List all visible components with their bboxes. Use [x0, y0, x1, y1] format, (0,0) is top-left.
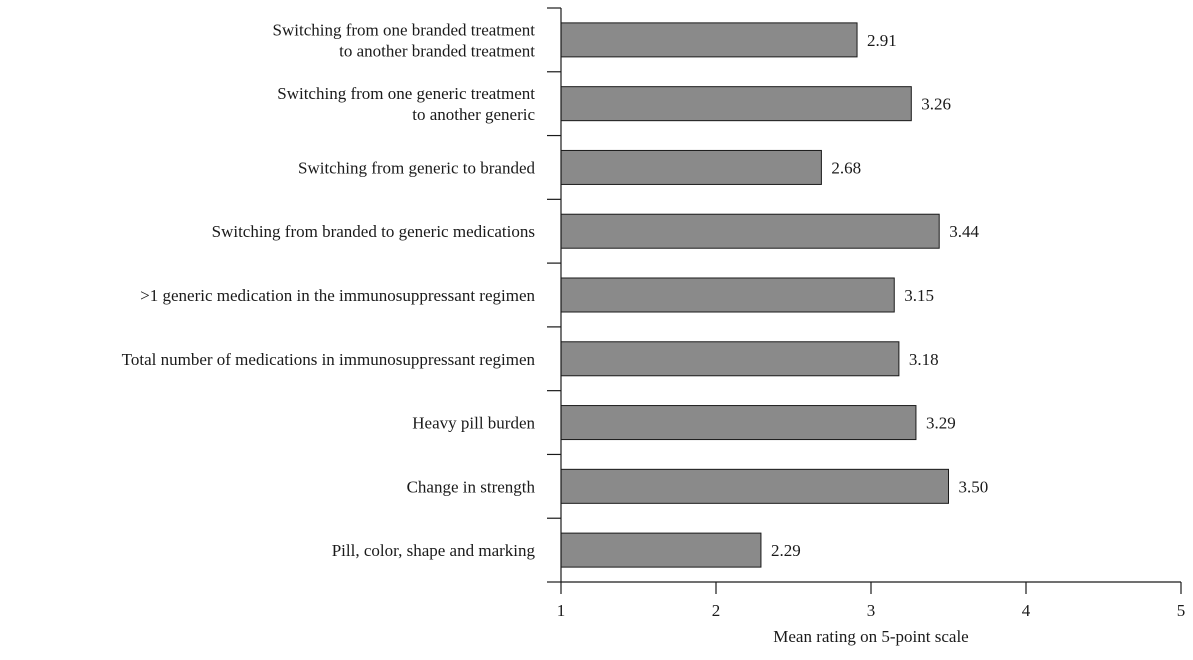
bar-2 [560, 149, 822, 185]
bars-group [560, 22, 949, 568]
bar-7 [560, 468, 949, 504]
category-label-0-line-1: to another branded treatment [339, 41, 535, 60]
bar-4 [560, 277, 895, 313]
value-label-2: 2.68 [831, 158, 861, 177]
category-label-6-line-0: Heavy pill burden [412, 414, 535, 433]
bar-3 [560, 213, 940, 249]
x-tick-label-0: 1 [557, 601, 566, 620]
bar-0 [560, 22, 858, 58]
category-label-5-line-0: Total number of medications in immunosup… [122, 350, 536, 369]
category-label-2-line-0: Switching from generic to branded [298, 158, 535, 177]
value-label-1: 3.26 [921, 95, 951, 114]
category-label-8-line-0: Pill, color, shape and marking [332, 541, 536, 560]
x-tick-label-4: 5 [1177, 601, 1186, 620]
value-label-5: 3.18 [909, 350, 939, 369]
value-label-8: 2.29 [771, 541, 801, 560]
category-label-0-line-0: Switching from one branded treatment [273, 20, 536, 39]
value-label-4: 3.15 [904, 286, 934, 305]
category-label-3-line-0: Switching from branded to generic medica… [212, 222, 535, 241]
category-label-1-line-1: to another generic [412, 105, 535, 124]
x-tick-label-1: 2 [712, 601, 721, 620]
category-label-7-line-0: Change in strength [407, 477, 536, 496]
bar-6 [560, 405, 917, 441]
value-label-3: 3.44 [949, 222, 979, 241]
value-label-0: 2.91 [867, 31, 897, 50]
value-label-6: 3.29 [926, 414, 956, 433]
category-label-1-line-0: Switching from one generic treatment [277, 84, 535, 103]
x-tick-label-2: 3 [867, 601, 876, 620]
bar-8 [560, 532, 762, 568]
category-labels-group: Switching from one branded treatment to a… [122, 20, 536, 560]
axes-group: 1 2 3 4 5 [547, 7, 1186, 620]
bar-5 [560, 341, 900, 377]
value-label-7: 3.50 [959, 477, 989, 496]
bar-1 [560, 86, 912, 122]
value-labels-group: 2.91 3.26 2.68 3.44 3.15 3.18 3.29 3.50 2.29 [771, 31, 988, 560]
x-axis-title: Mean rating on 5-point scale [773, 627, 968, 646]
x-tick-label-3: 4 [1022, 601, 1031, 620]
category-label-4-line-0: >1 generic medication in the immunosuppr… [140, 286, 535, 305]
